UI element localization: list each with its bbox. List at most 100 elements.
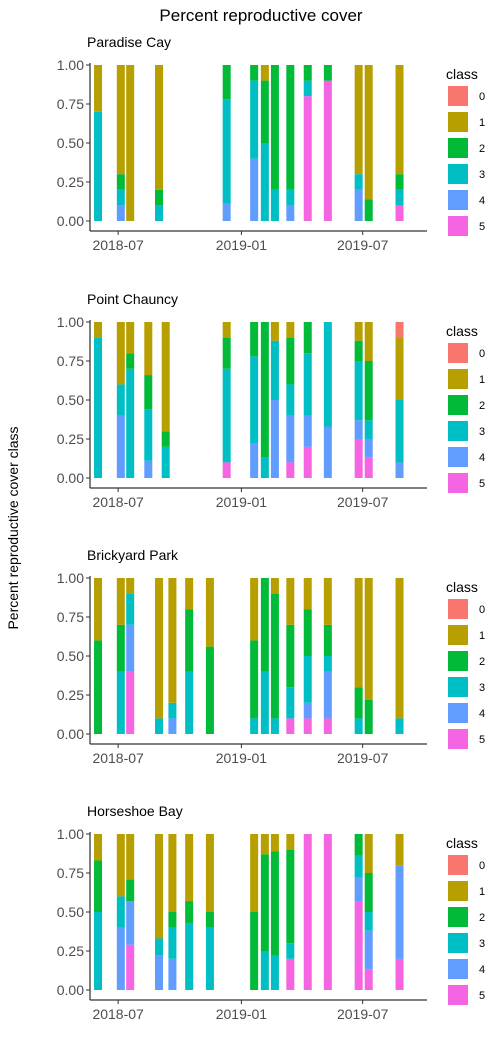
bar-segment-class-1	[395, 834, 404, 866]
x-tick-label: 2018-07	[92, 494, 144, 510]
bar-segment-class-1	[270, 578, 279, 594]
legend-label: 0	[479, 91, 485, 103]
bar-segment-class-3	[354, 174, 363, 190]
bar-segment-class-2	[303, 322, 312, 354]
panel: Horseshoe Bay 0.00 0.25 0.50 0.75 1.00 2018-07…	[57, 803, 485, 1022]
bar-segment-class-2	[364, 699, 373, 734]
bar-segment-class-3	[168, 702, 177, 719]
bar-segment-class-4	[155, 955, 164, 990]
bar-segment-class-1	[250, 578, 259, 641]
legend-label: 4	[479, 708, 485, 720]
legend-key-class-3	[448, 933, 468, 953]
bar-segment-class-3	[155, 718, 164, 734]
legend-title: class	[446, 323, 478, 339]
legend-label: 3	[479, 938, 485, 950]
y-tick-label: 0.00	[57, 470, 84, 486]
legend-key-class-0	[448, 343, 468, 363]
bar-segment-class-3	[116, 896, 125, 928]
legend-key-class-2	[448, 907, 468, 927]
x-tick-label: 2018-07	[92, 750, 144, 766]
bar-segment-class-1	[126, 322, 135, 354]
bar-segment-class-3	[126, 593, 135, 625]
bar-segment-class-1	[205, 834, 214, 912]
bar-segment-class-3	[303, 80, 312, 97]
bar-segment-class-4	[250, 158, 259, 221]
bar-segment-class-3	[116, 384, 125, 416]
bar-segment-class-3	[323, 656, 332, 672]
bar-segment-class-2	[126, 353, 135, 369]
bar-segment-class-1	[354, 65, 363, 175]
bar-segment-class-4	[364, 439, 373, 458]
bar-segment-class-1	[126, 578, 135, 594]
legend-key-class-3	[448, 164, 468, 184]
legend-key-class-3	[448, 421, 468, 441]
bar-segment-class-1	[286, 834, 295, 850]
y-tick-label: 0.75	[57, 609, 84, 625]
legend-key-class-1	[448, 881, 468, 901]
bar-segment-class-1	[94, 322, 103, 338]
y-tick-label: 0.00	[57, 213, 84, 229]
bar-segment-class-4	[250, 443, 259, 478]
panel-title: Paradise Cay	[87, 34, 171, 50]
bar-segment-class-3	[270, 718, 279, 734]
bar-segment-class-4	[126, 901, 135, 945]
x-tick-label: 2018-07	[92, 1006, 144, 1022]
bar-segment-class-5	[286, 718, 295, 734]
bar-segment-class-3	[155, 938, 164, 956]
legend-label: 4	[479, 195, 485, 207]
bar-segment-class-2	[286, 849, 295, 944]
bar-segment-class-2	[222, 337, 231, 369]
legend-label: 0	[479, 348, 485, 360]
bar-segment-class-3	[286, 943, 295, 959]
y-tick-label: 0.25	[57, 431, 84, 447]
legend-label: 3	[479, 169, 485, 181]
bar-segment-class-2	[155, 189, 164, 206]
x-tick-label: 2019-07	[337, 1006, 389, 1022]
bar-segment-class-5	[303, 96, 312, 221]
y-tick-label: 1.00	[57, 57, 84, 73]
bar-segment-class-3	[126, 368, 135, 478]
bar-segment-class-2	[364, 199, 373, 221]
bar-segment-class-1	[168, 834, 177, 912]
legend-key-class-2	[448, 138, 468, 158]
bar-segment-class-5	[286, 462, 295, 478]
chart-panels: Paradise Cay 0.00 0.25 0.50 0.75 1.00 2018-07 2…	[57, 34, 485, 1022]
legend-key-class-2	[448, 395, 468, 415]
legend-label: 0	[479, 860, 485, 872]
bar-segment-class-2	[116, 174, 125, 190]
bar-segment-class-3	[270, 955, 279, 990]
legend-label: 2	[479, 400, 485, 412]
bar-segment-class-1	[94, 578, 103, 641]
bar-segment-class-4	[395, 865, 404, 959]
y-tick-label: 0.75	[57, 96, 84, 112]
bar-segment-class-2	[270, 65, 279, 190]
y-tick-label: 0.00	[57, 982, 84, 998]
bar-segment-class-3	[286, 687, 295, 719]
y-tick-label: 1.00	[57, 314, 84, 330]
bar-segment-class-1	[116, 578, 125, 625]
bar-segment-class-1	[185, 578, 194, 610]
legend-key-class-4	[448, 703, 468, 723]
bar-segment-class-1	[286, 322, 295, 338]
bar-segment-class-4	[116, 205, 125, 221]
bar-segment-class-3	[395, 718, 404, 734]
bar-segment-class-2	[205, 912, 214, 928]
bar-segment-class-5	[126, 671, 135, 734]
bar-segment-class-2	[260, 80, 269, 143]
y-tick-label: 0.50	[57, 135, 84, 151]
bar-segment-class-2	[286, 337, 295, 385]
bar-segment-class-3	[144, 409, 153, 461]
bar-segment-class-4	[168, 718, 177, 734]
bar-segment-class-4	[286, 205, 295, 221]
bar-segment-class-1	[286, 578, 295, 625]
bar-segment-class-5	[323, 80, 332, 221]
bar-segment-class-3	[161, 446, 170, 478]
bar-segment-class-1	[260, 834, 269, 855]
bar-segment-class-4	[222, 203, 231, 221]
bar-segment-class-1	[395, 65, 404, 175]
legend-key-class-4	[448, 190, 468, 210]
bar-segment-class-3	[116, 671, 125, 734]
legend-label: 5	[479, 478, 485, 490]
y-tick-label: 0.25	[57, 943, 84, 959]
y-tick-label: 0.75	[57, 865, 84, 881]
